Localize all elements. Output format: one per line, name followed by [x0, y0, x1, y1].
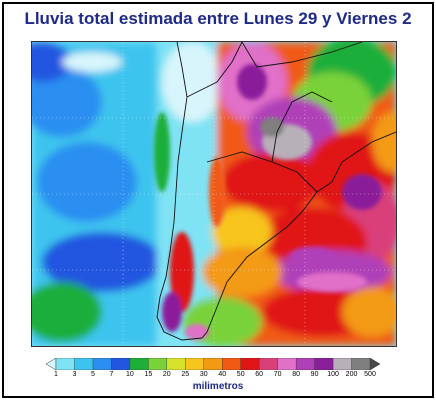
rainfall-map-svg — [32, 42, 396, 346]
legend-swatch — [185, 358, 205, 370]
legend-swatch — [203, 358, 223, 370]
rain-cores — [154, 64, 382, 340]
legend-tick-label: 7 — [109, 371, 114, 378]
legend-swatch — [166, 358, 186, 370]
legend-swatch — [74, 358, 94, 370]
legend-swatch — [240, 358, 260, 370]
legend-swatch — [277, 358, 297, 370]
legend-tick-label: 15 — [144, 371, 153, 378]
legend-tick-label: 60 — [255, 371, 264, 378]
legend-tick-label: 10 — [125, 371, 134, 378]
legend-tick-label: 100 — [327, 371, 339, 378]
color-legend — [46, 358, 380, 370]
legend-swatch — [92, 358, 112, 370]
legend-swatch-under — [46, 358, 57, 370]
legend-tick-labels: 1 3 5 7 10 15 20 25 30 40 50 60 70 80 90 100 200 500 — [46, 371, 380, 381]
legend-bar — [46, 358, 380, 370]
legend-tick-label: 40 — [218, 371, 227, 378]
legend-swatch — [295, 358, 316, 370]
legend-tick-label: 90 — [310, 371, 319, 378]
legend-swatch — [351, 358, 371, 370]
legend-swatch — [148, 358, 168, 370]
legend-swatch — [222, 358, 242, 370]
legend-tick-label: 200 — [345, 371, 358, 378]
map-title: Lluvia total estimada entre Lunes 29 y V… — [24, 9, 412, 28]
legend-tick-label: 80 — [292, 371, 301, 378]
legend-tick-label: 500 — [364, 371, 376, 378]
legend-tick-label: 20 — [162, 371, 171, 378]
legend-swatch — [314, 358, 334, 370]
graticule — [32, 42, 396, 346]
legend-swatch — [332, 358, 353, 370]
legend-tick-label: 30 — [199, 371, 208, 378]
legend-swatch — [55, 358, 75, 370]
legend-tick-label: 5 — [90, 371, 95, 378]
legend-swatch — [258, 358, 279, 370]
legend-swatch-over — [369, 358, 380, 370]
legend-tick-label: 3 — [72, 371, 77, 378]
legend-tick-label: 70 — [273, 371, 282, 378]
legend-tick-label: 50 — [236, 371, 245, 378]
rainfall-map — [31, 41, 397, 347]
legend-tick-label: 1 — [54, 371, 58, 378]
legend-swatch — [129, 358, 149, 370]
legend-swatch — [111, 358, 131, 370]
legend-tick-label: 25 — [181, 371, 190, 378]
legend-units: milimetros — [192, 381, 244, 392]
coastlines — [156, 42, 396, 341]
